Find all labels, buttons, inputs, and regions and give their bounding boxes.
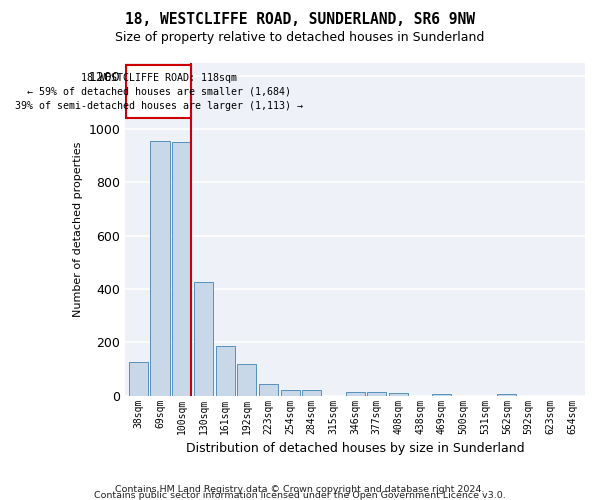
Bar [497, 394, 517, 396]
Bar [194, 282, 213, 396]
Bar [172, 142, 191, 396]
Bar [151, 141, 170, 396]
Text: Size of property relative to detached houses in Sunderland: Size of property relative to detached ho… [115, 31, 485, 44]
Bar [215, 346, 235, 396]
Bar [389, 393, 408, 396]
Text: 18, WESTCLIFFE ROAD, SUNDERLAND, SR6 9NW: 18, WESTCLIFFE ROAD, SUNDERLAND, SR6 9NW [125, 12, 475, 28]
Bar [433, 394, 451, 396]
Bar [367, 392, 386, 396]
X-axis label: Distribution of detached houses by size in Sunderland: Distribution of detached houses by size … [186, 442, 524, 455]
Text: 18 WESTCLIFFE ROAD: 118sqm
← 59% of detached houses are smaller (1,684)
39% of s: 18 WESTCLIFFE ROAD: 118sqm ← 59% of deta… [14, 73, 302, 111]
Bar [127, 65, 191, 118]
Bar [281, 390, 299, 396]
Y-axis label: Number of detached properties: Number of detached properties [73, 142, 83, 317]
Bar [259, 384, 278, 396]
Text: Contains HM Land Registry data © Crown copyright and database right 2024.: Contains HM Land Registry data © Crown c… [115, 485, 485, 494]
Text: Contains public sector information licensed under the Open Government Licence v3: Contains public sector information licen… [94, 491, 506, 500]
Bar [346, 392, 365, 396]
Bar [129, 362, 148, 396]
Bar [302, 390, 322, 396]
Bar [237, 364, 256, 396]
